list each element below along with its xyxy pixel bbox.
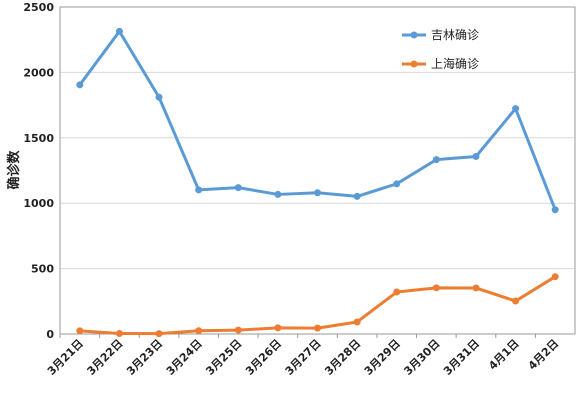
data-point: [393, 180, 401, 188]
y-axis-label: 确诊数: [6, 150, 22, 190]
data-point: [314, 324, 321, 332]
data-point: [76, 327, 84, 335]
data-point: [195, 327, 203, 335]
y-tick-label: 2500: [23, 1, 54, 14]
data-point: [512, 297, 520, 305]
data-point: [472, 284, 480, 292]
y-tick-label: 1500: [23, 132, 54, 145]
y-tick-label: 0: [46, 328, 54, 341]
y-axis-ticks: 0 500 1000 1500 2000 2500: [23, 1, 54, 341]
data-point: [155, 93, 163, 101]
data-point: [274, 324, 282, 332]
data-point: [234, 184, 242, 192]
data-point: [314, 189, 321, 197]
data-point: [76, 81, 84, 89]
y-tick-label: 1000: [23, 197, 54, 210]
data-point: [155, 330, 163, 338]
legend-marker: [410, 60, 418, 68]
data-point: [393, 288, 401, 296]
series-group: [76, 27, 559, 338]
data-point: [353, 192, 361, 200]
data-point: [234, 326, 242, 334]
y-tick-label: 500: [31, 263, 54, 276]
y-tick-label: 2000: [23, 66, 54, 79]
legend-label: 上海确诊: [431, 56, 479, 71]
data-point: [512, 105, 520, 113]
legend-marker: [410, 31, 418, 39]
data-point: [551, 206, 559, 214]
data-point: [195, 186, 203, 194]
data-point: [432, 284, 440, 292]
data-point: [551, 273, 559, 281]
data-point: [115, 329, 123, 337]
data-point: [432, 156, 440, 164]
data-point: [353, 318, 361, 326]
legend-label: 吉林确诊: [431, 28, 479, 42]
data-point: [472, 153, 480, 161]
data-point: [274, 190, 282, 198]
plot-area-border: [59, 6, 576, 335]
data-point: [115, 27, 123, 35]
